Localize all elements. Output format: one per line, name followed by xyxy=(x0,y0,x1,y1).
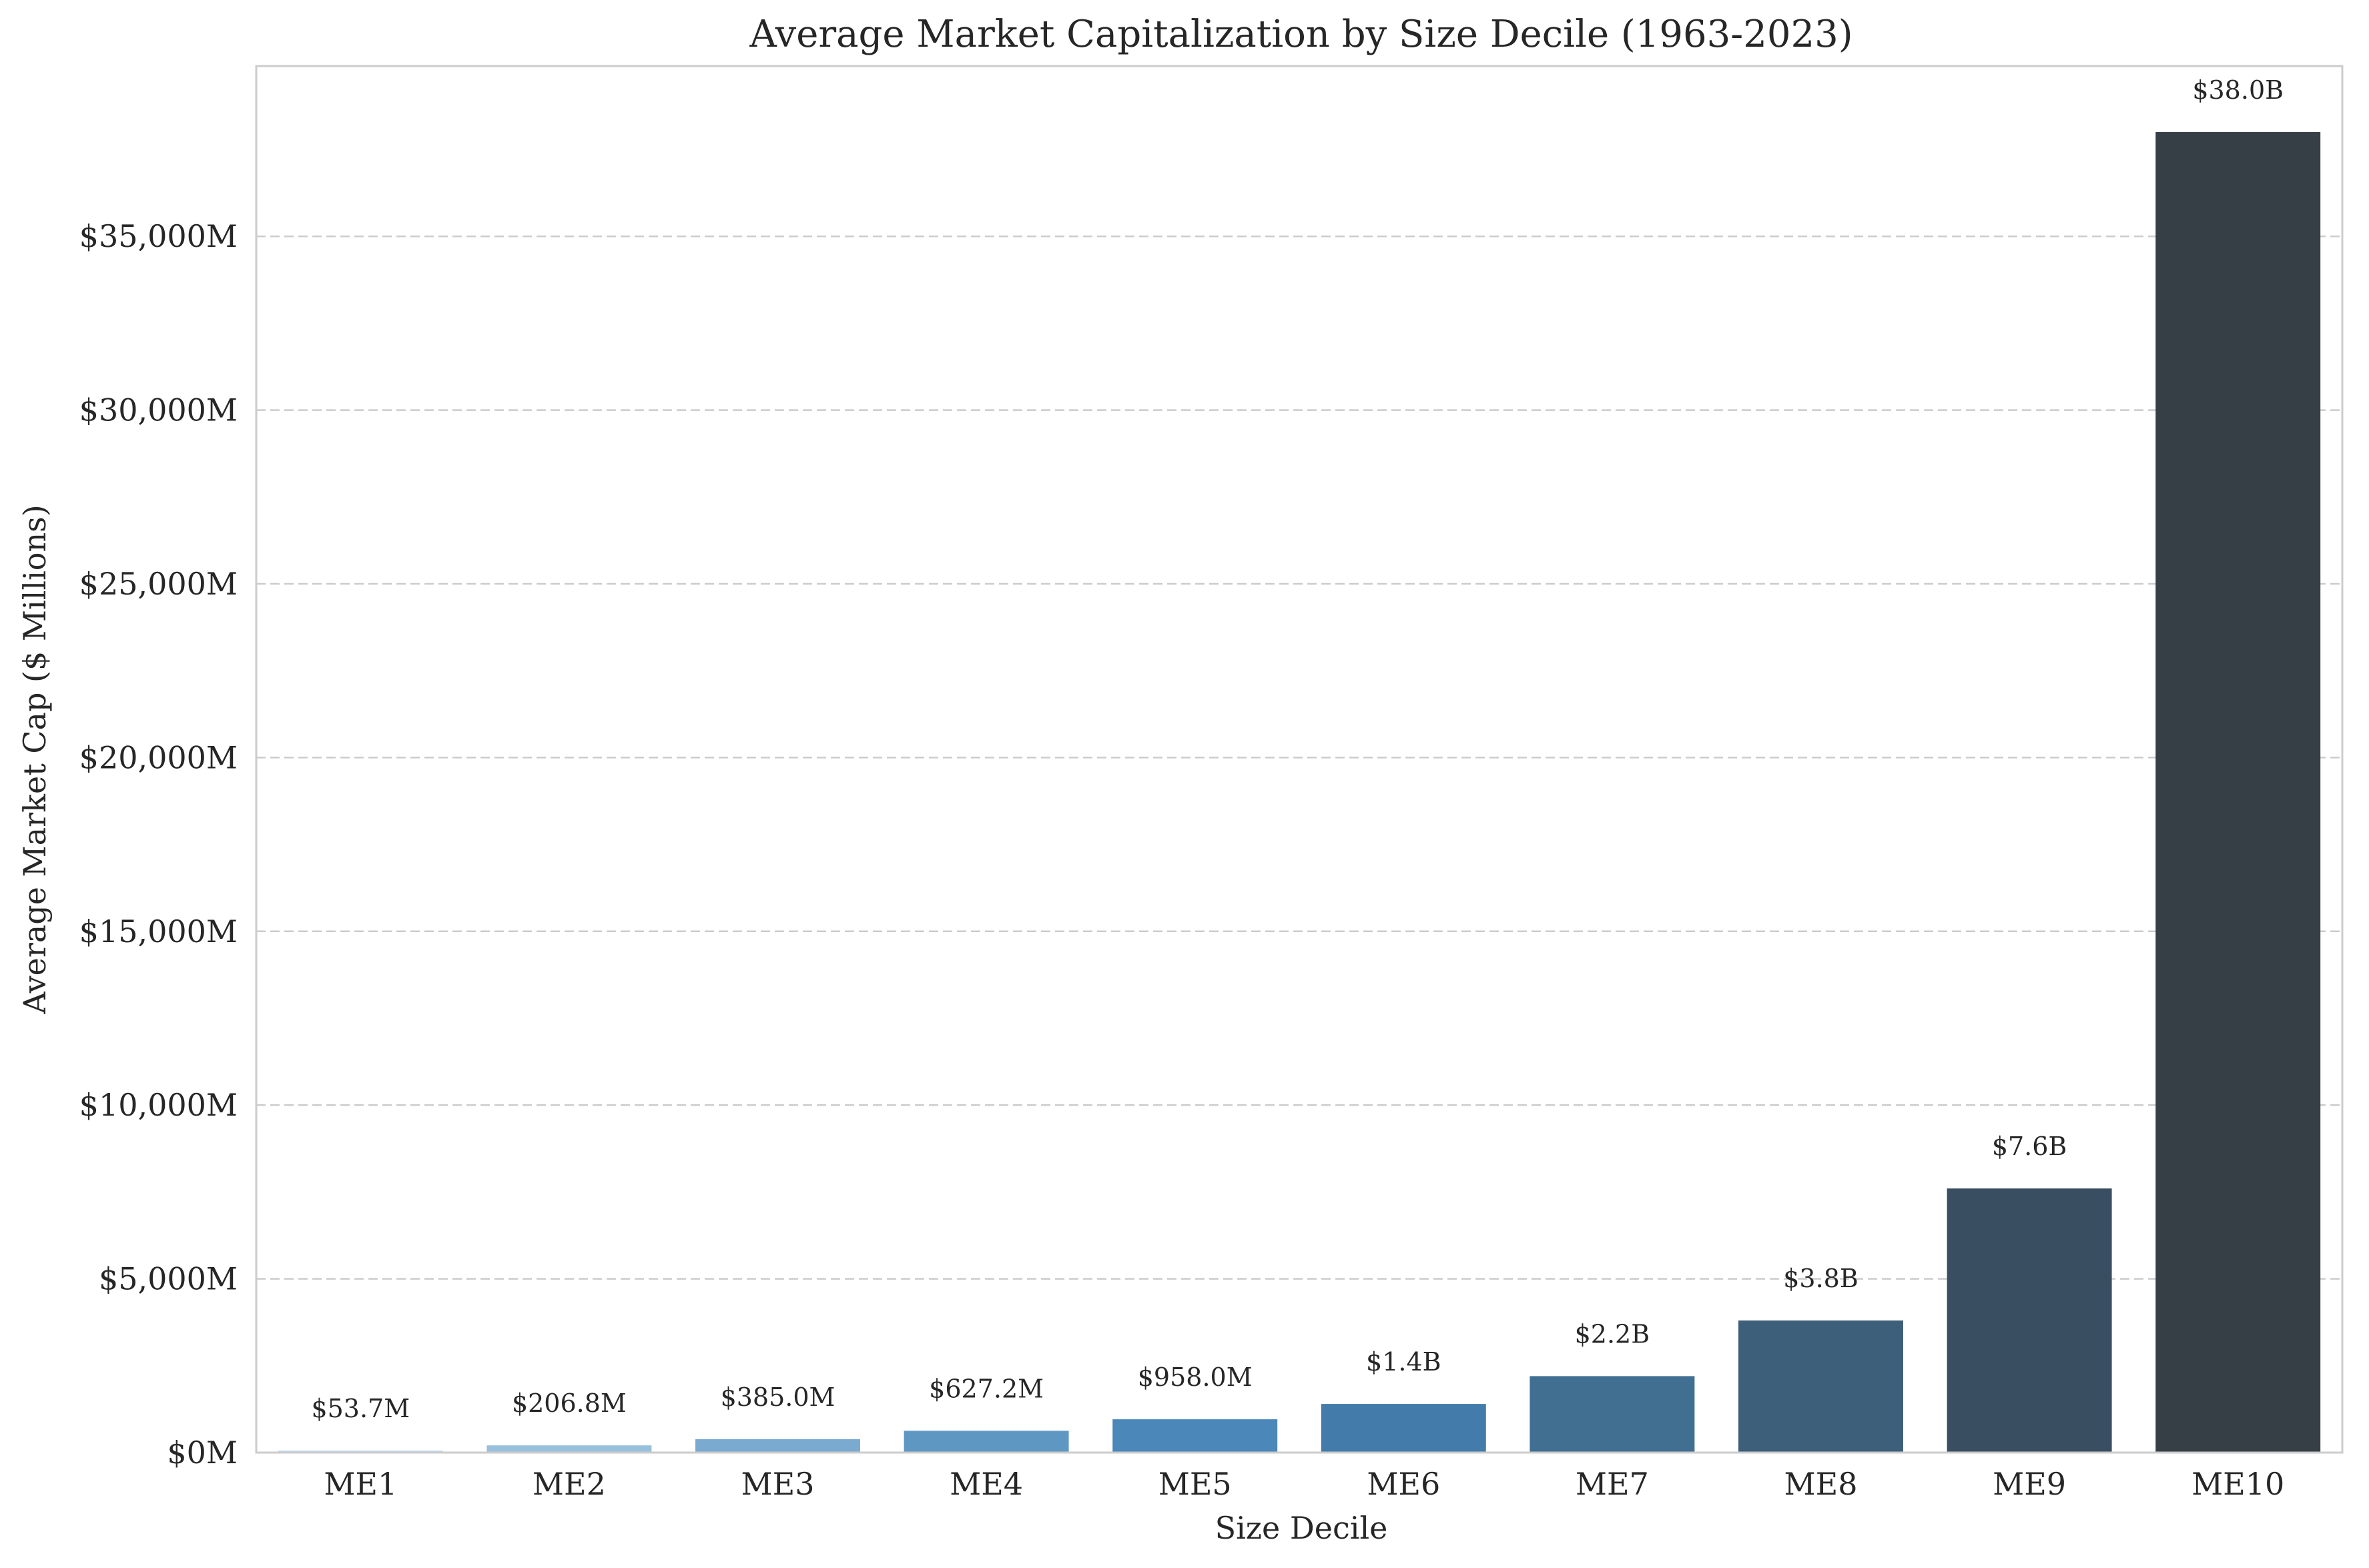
bar-me9 xyxy=(1947,1188,2112,1453)
gridlines xyxy=(256,235,2342,1280)
data-label: $3.8B xyxy=(1783,1264,1858,1293)
x-tick-label: ME6 xyxy=(1367,1466,1440,1502)
x-tick-label: ME8 xyxy=(1784,1466,1858,1502)
x-tick-label: ME5 xyxy=(1158,1466,1232,1502)
y-tick-label: $10,000M xyxy=(79,1087,238,1123)
x-tick-label: ME3 xyxy=(741,1466,815,1502)
bar-me3 xyxy=(695,1439,860,1453)
y-tick-label: $5,000M xyxy=(99,1261,238,1297)
x-tick-label: ME1 xyxy=(324,1466,397,1502)
data-label: $385.0M xyxy=(721,1383,835,1412)
plot-frame xyxy=(255,65,2344,1454)
x-tick-label: ME2 xyxy=(533,1466,606,1502)
bar-me4 xyxy=(904,1431,1069,1453)
bar-me2 xyxy=(486,1445,652,1453)
bars xyxy=(278,131,2321,1453)
data-label: $7.6B xyxy=(1992,1132,2067,1161)
bar-me7 xyxy=(1530,1376,1695,1453)
x-axis-label: Size Decile xyxy=(1215,1510,1388,1546)
data-label: $53.7M xyxy=(311,1394,410,1423)
y-tick-label: $20,000M xyxy=(79,739,238,775)
x-tick-label: ME9 xyxy=(1993,1466,2066,1502)
y-tick-label: $35,000M xyxy=(79,218,238,254)
bar-me10 xyxy=(2155,131,2321,1453)
x-tick-label: ME10 xyxy=(2191,1466,2284,1502)
bar-me8 xyxy=(1738,1320,1903,1453)
bar-me5 xyxy=(1112,1419,1278,1453)
data-label: $38.0B xyxy=(2192,75,2284,105)
chart-title: Average Market Capitalization by Size De… xyxy=(749,13,1852,56)
x-tick-label: ME4 xyxy=(950,1466,1023,1502)
data-label: $958.0M xyxy=(1138,1362,1253,1392)
bar-me6 xyxy=(1321,1404,1486,1453)
x-tick-labels: ME1 ME2 ME3 ME4 ME5 ME6 ME7 ME8 ME9 ME10 xyxy=(324,1466,2284,1502)
y-tick-label: $25,000M xyxy=(79,566,238,602)
data-labels: $53.7M $206.8M $385.0M $627.2M $958.0M $1.4B $… xyxy=(311,75,2284,1423)
y-tick-label: $0M xyxy=(167,1435,238,1471)
data-label: $627.2M xyxy=(929,1374,1044,1403)
data-label: $206.8M xyxy=(512,1389,627,1418)
y-tick-label: $15,000M xyxy=(79,913,238,949)
y-tick-labels: $0M $5,000M $10,000M $15,000M $20,000M $25,00… xyxy=(79,218,238,1471)
data-label: $2.2B xyxy=(1575,1319,1650,1348)
y-tick-label: $30,000M xyxy=(79,392,238,428)
y-axis-label: Average Market Cap ($ Millions) xyxy=(17,504,53,1014)
data-label: $1.4B xyxy=(1366,1347,1441,1377)
x-tick-label: ME7 xyxy=(1576,1466,1649,1502)
